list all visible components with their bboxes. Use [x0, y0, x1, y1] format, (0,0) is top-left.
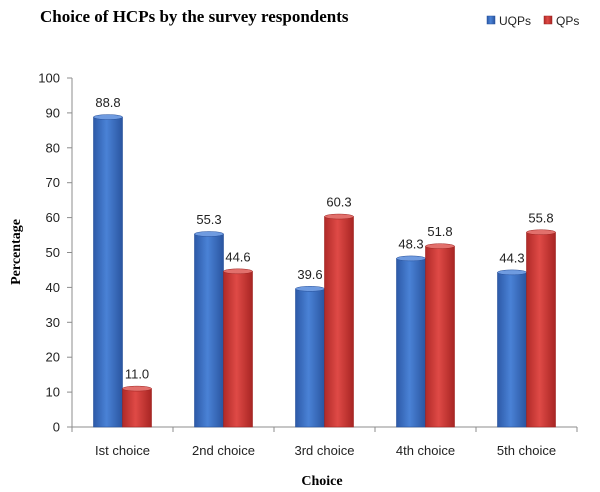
bar-qps [526, 231, 556, 428]
legend-swatch-qps [543, 15, 553, 25]
bars [93, 114, 556, 428]
bar-uqps [396, 258, 426, 428]
y-tick-label: 50 [46, 245, 60, 260]
bar-qps [324, 216, 354, 428]
y-tick-label: 10 [46, 385, 60, 400]
data-label-qps: 44.6 [225, 249, 250, 264]
y-tick-label: 0 [53, 420, 60, 435]
bar-top-cap [396, 255, 426, 262]
bar-top-cap [194, 231, 224, 237]
y-ticks: 0 10 20 30 40 50 60 70 80 90 100 [38, 71, 72, 435]
y-tick-label: 20 [46, 350, 60, 365]
y-tick-label: 40 [46, 280, 60, 295]
bar-top-cap [295, 286, 325, 292]
y-tick-label: 100 [38, 71, 60, 86]
bar-top-cap [497, 269, 527, 276]
bar-top-cap [526, 229, 556, 236]
bar-qps [425, 245, 455, 428]
y-tick-label: 30 [46, 315, 60, 330]
bar-uqps [93, 116, 123, 428]
x-tick-label: 3rd choice [295, 443, 355, 458]
y-tick-label: 60 [46, 210, 60, 225]
x-tick-label: 2nd choice [192, 443, 255, 458]
bar-top-cap [324, 213, 354, 220]
legend: UQPs QPs [486, 14, 579, 28]
data-label-uqps: 55.3 [196, 212, 221, 227]
x-axis-title: Choice [301, 474, 342, 489]
y-axis-title: Percentage [9, 219, 24, 285]
bar-top-cap [122, 385, 152, 392]
x-tick-label: Ist choice [95, 443, 150, 458]
bar-top-cap [425, 243, 455, 249]
data-label-qps: 60.3 [326, 195, 351, 210]
bar-top-cap [223, 268, 253, 275]
bar-uqps [194, 233, 224, 428]
legend-label-uqps: UQPs [499, 14, 531, 28]
data-label-qps: 55.8 [528, 210, 553, 225]
data-label-uqps: 39.6 [297, 267, 322, 282]
legend-swatch-uqps [486, 15, 496, 25]
bar-qps [122, 388, 152, 428]
y-tick-label: 80 [46, 140, 60, 155]
x-tick-labels: Ist choice 2nd choice 3rd choice 4th choice… [71, 427, 578, 458]
bar-top-cap [93, 114, 123, 120]
bar-qps [223, 271, 253, 428]
data-label-uqps: 44.3 [499, 250, 524, 265]
bar-uqps [295, 288, 325, 428]
y-tick-label: 70 [46, 175, 60, 190]
data-label-uqps: 48.3 [398, 236, 423, 251]
y-tick-label: 90 [46, 105, 60, 120]
x-tick-label: 5th choice [497, 443, 556, 458]
legend-label-qps: QPs [556, 14, 579, 28]
x-tick-label: 4th choice [396, 443, 455, 458]
data-labels: 88.8 11.0 55.3 44.6 39.6 60.3 48.3 51.8 44.3 55.8 [95, 95, 553, 382]
bar-uqps [497, 272, 527, 428]
chart-title: Choice of HCPs by the survey respondents [40, 7, 349, 26]
data-label-qps: 11.0 [125, 367, 149, 382]
data-label-qps: 51.8 [427, 224, 452, 239]
data-label-uqps: 88.8 [95, 95, 120, 110]
